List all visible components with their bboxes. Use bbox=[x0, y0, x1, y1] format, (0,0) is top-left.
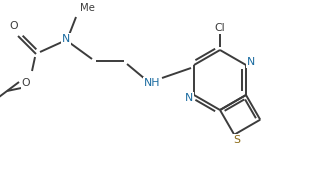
Text: O: O bbox=[22, 78, 30, 88]
Text: O: O bbox=[10, 21, 18, 31]
Text: Me: Me bbox=[80, 3, 95, 13]
Text: N: N bbox=[247, 57, 255, 67]
Text: N: N bbox=[62, 34, 70, 44]
Text: N: N bbox=[185, 93, 193, 103]
Text: NH: NH bbox=[144, 78, 160, 88]
Text: S: S bbox=[233, 135, 240, 145]
Text: Cl: Cl bbox=[215, 23, 225, 33]
